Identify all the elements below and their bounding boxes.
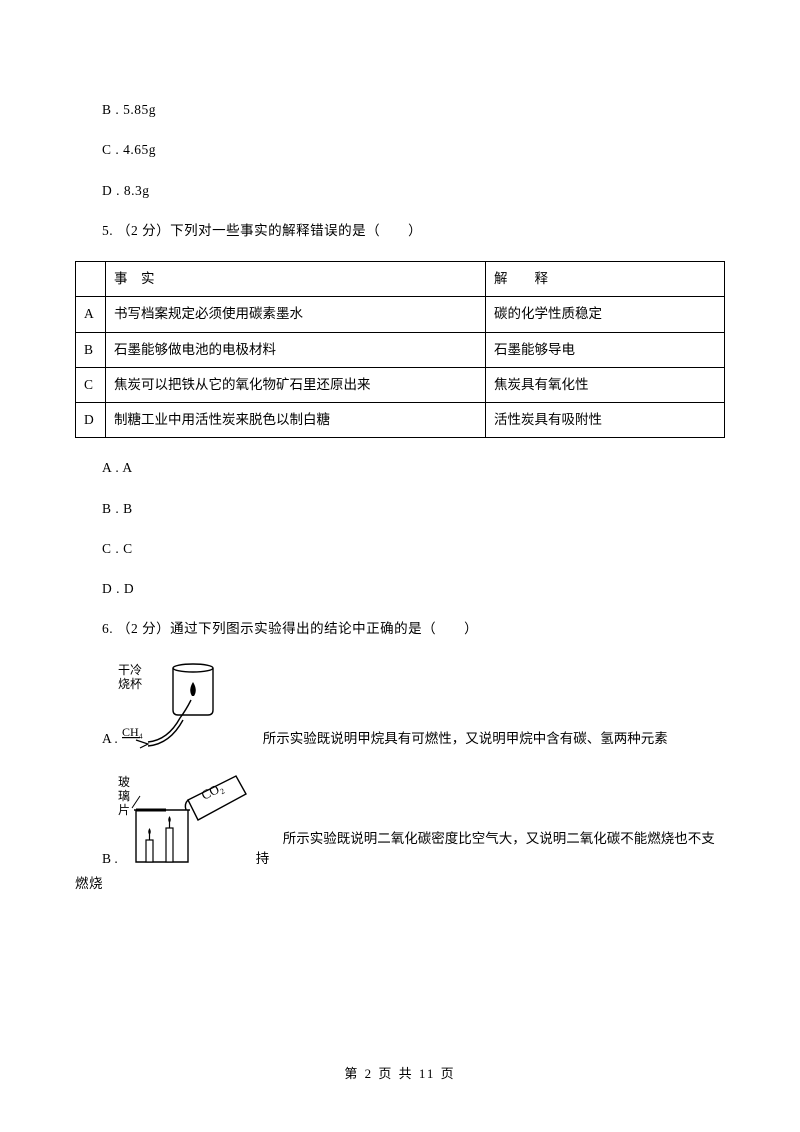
q5-stem: 5. （2 分）下列对一些事实的解释错误的是（ ） [75,221,725,241]
svg-text:烧杯: 烧杯 [118,677,142,691]
q6-stem: 6. （2 分）通过下列图示实验得出的结论中正确的是（ ） [75,619,725,639]
table-head-row: 事 实 解 释 [76,262,725,297]
row-label: D [76,403,106,438]
opt-d: D . 8.3g [75,181,725,201]
row-exp: 石墨能够导电 [486,332,725,367]
svg-text:片: 片 [118,803,130,817]
table-row: A 书写档案规定必须使用碳素墨水 碳的化学性质稳定 [76,297,725,332]
q6-opt-b-label: B . [75,849,118,869]
row-fact: 书写档案规定必须使用碳素墨水 [106,297,486,332]
row-fact: 制糖工业中用活性炭来脱色以制白糖 [106,403,486,438]
q5-opt-b: B . B [75,499,725,519]
row-exp: 碳的化学性质稳定 [486,297,725,332]
row-label: B [76,332,106,367]
svg-text:干冷: 干冷 [118,663,142,677]
row-fact: 焦炭可以把铁从它的氧化物矿石里还原出来 [106,367,486,402]
page-footer: 第 2 页 共 11 页 [0,1063,800,1082]
row-label: A [76,297,106,332]
head-fact: 事 实 [106,262,486,297]
table-row: B 石墨能够做电池的电极材料 石墨能够导电 [76,332,725,367]
beaker-co2-icon: 玻 璃 片 [118,770,248,870]
q6-opt-b-text: 所示实验既说明二氧化碳密度比空气大，又说明二氧化碳不能燃烧也不支持 [256,829,725,870]
q6-opt-a-text: 所示实验既说明甲烷具有可燃性，又说明甲烷中含有碳、氢两种元素 [236,729,668,749]
head-blank [76,262,106,297]
q5-opt-c: C . C [75,539,725,559]
row-fact: 石墨能够做电池的电极材料 [106,332,486,367]
q6-opt-a: A . 干冷 烧杯 CH₄ [75,660,725,750]
beaker-ch4-icon: 干冷 烧杯 CH₄ [118,660,228,750]
svg-text:玻: 玻 [118,775,130,789]
q5-opt-a: A . A [75,458,725,478]
q5-table: 事 实 解 释 A 书写档案规定必须使用碳素墨水 碳的化学性质稳定 B 石墨能够… [75,261,725,438]
table-row: C 焦炭可以把铁从它的氧化物矿石里还原出来 焦炭具有氧化性 [76,367,725,402]
svg-text:CH₄: CH₄ [122,725,143,739]
q5-opt-d: D . D [75,579,725,599]
q6-opt-b-cont: 燃烧 [75,874,725,894]
row-exp: 焦炭具有氧化性 [486,367,725,402]
row-label: C [76,367,106,402]
opt-c: C . 4.65g [75,140,725,160]
opt-b: B . 5.85g [75,100,725,120]
table-row: D 制糖工业中用活性炭来脱色以制白糖 活性炭具有吸附性 [76,403,725,438]
row-exp: 活性炭具有吸附性 [486,403,725,438]
q6-opt-a-label: A . [75,729,118,749]
head-exp: 解 释 [486,262,725,297]
q6-opt-b: B . 玻 璃 片 [75,770,725,870]
svg-text:璃: 璃 [118,789,130,803]
